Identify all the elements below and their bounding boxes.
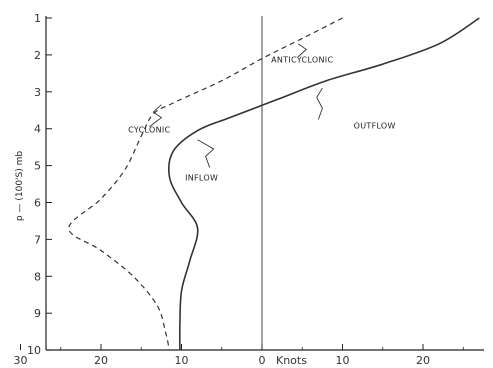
- y-tick-label: 9: [34, 307, 41, 320]
- x-tick-label: 20: [94, 354, 108, 367]
- y-tick-label: 2: [34, 49, 41, 62]
- x-tick-label: 20: [416, 354, 430, 367]
- annotation-leader: [149, 104, 163, 128]
- y-tick-label: 3: [34, 86, 41, 99]
- y-tick-label: 10: [27, 344, 41, 357]
- x-tick-label: 10: [336, 354, 350, 367]
- y-tick-label: 7: [34, 233, 41, 246]
- annotation-leader: [316, 87, 323, 120]
- annotation-leader: [297, 43, 307, 58]
- annotation-leader: [197, 139, 215, 168]
- annotation-label: OUTFLOW: [354, 122, 396, 131]
- y-axis-title: p — (100'S) mb: [15, 151, 25, 221]
- annotations-layer: ANTICYCLONIC CYCLONIC INFLOW OUTFLOW: [128, 43, 396, 182]
- y-tick-label: 1: [34, 12, 41, 25]
- series-layer: [68, 17, 480, 351]
- y-tick-label: 6: [34, 197, 41, 210]
- annotation-label: ANTICYCLONIC: [271, 55, 333, 64]
- x-tick-label: 30: [14, 354, 28, 367]
- y-tick-label: 4: [34, 123, 41, 136]
- series-line-dashed: [68, 17, 343, 351]
- series-line-solid: [168, 17, 480, 351]
- x-tick-label: 0: [259, 354, 266, 367]
- annotation-label: CYCLONIC: [128, 125, 170, 134]
- x-tick-label: 10: [175, 354, 189, 367]
- annotation-label: INFLOW: [185, 173, 218, 182]
- y-tick-label: 8: [34, 270, 41, 283]
- x-unit-label: Knots: [276, 354, 307, 367]
- y-tick-label: 5: [34, 160, 41, 173]
- axes: 123456789103020100102030Knots: [14, 12, 484, 367]
